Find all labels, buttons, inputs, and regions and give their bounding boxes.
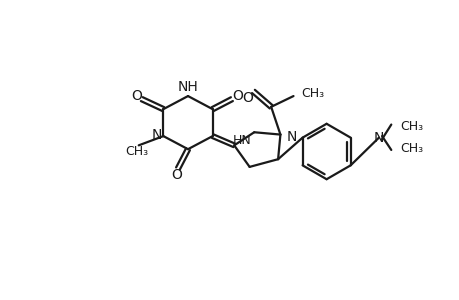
Text: O: O <box>131 89 141 103</box>
Text: N: N <box>151 128 162 142</box>
Text: N: N <box>373 130 383 145</box>
Text: HN: HN <box>232 134 251 147</box>
Text: CH₃: CH₃ <box>400 120 423 133</box>
Text: O: O <box>171 168 181 182</box>
Text: CH₃: CH₃ <box>400 142 423 155</box>
Text: O: O <box>241 91 252 105</box>
Text: CH₃: CH₃ <box>124 145 148 158</box>
Text: O: O <box>231 89 242 103</box>
Text: N: N <box>286 130 297 144</box>
Text: CH₃: CH₃ <box>301 87 324 100</box>
Text: NH: NH <box>177 80 198 94</box>
